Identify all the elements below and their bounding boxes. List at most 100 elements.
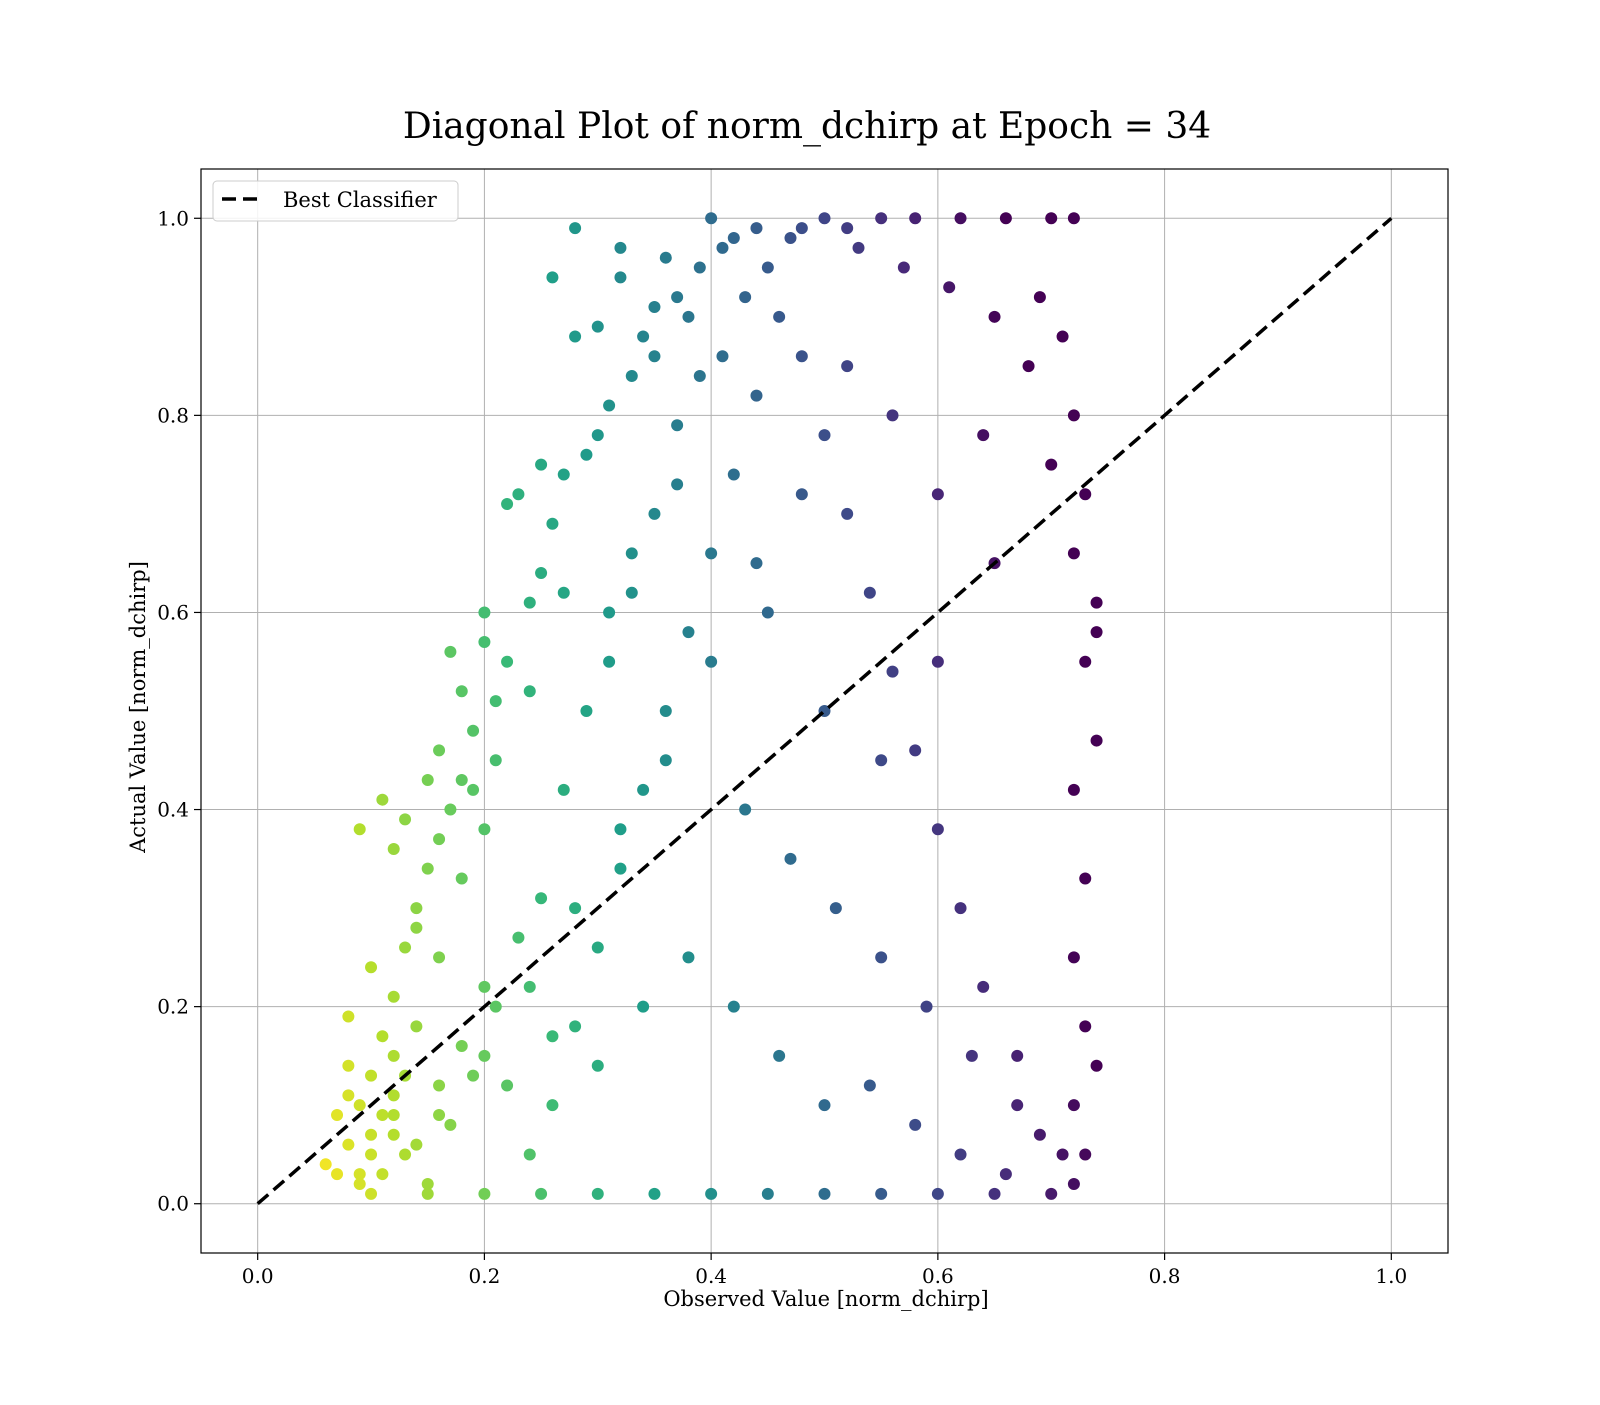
scatter-point [988,310,1001,323]
scatter-point [1067,1178,1080,1191]
scatter-point [342,1059,355,1072]
x-tick-label: 0.0 [242,1264,274,1288]
scatter-point [569,1020,582,1033]
scatter-point [421,773,434,786]
scatter-point [841,360,854,373]
scatter-point [671,291,684,304]
scatter-point [535,1187,548,1200]
scatter-point [591,1187,604,1200]
scatter-point [365,961,378,974]
y-tick-label: 0.4 [157,798,189,822]
scatter-point [614,823,627,836]
scatter-point [569,330,582,343]
plot-frame [200,168,1449,1254]
scatter-point [637,783,650,796]
scatter-point [387,1128,400,1141]
scatter-point [727,1000,740,1013]
scatter-point [580,705,593,717]
scatter-point [535,458,548,471]
scatter-point [727,231,740,244]
scatter-point [410,921,423,934]
scatter-point [977,980,990,993]
scatter-point [376,1168,389,1181]
scatter-point [648,1187,661,1200]
scatter-point [365,1069,378,1082]
scatter-point [705,655,718,668]
scatter-point [603,655,616,668]
scatter-point [1033,1128,1046,1141]
scatter-point [512,931,525,944]
scatter-point [353,1099,366,1112]
scatter-point [829,902,842,915]
scatter-point [625,547,638,560]
scatter-point [750,389,763,402]
scatter-point [478,636,491,649]
scatter-point [841,507,854,520]
scatter-point [1022,360,1035,373]
scatter-point [1056,330,1069,343]
scatter-point [1090,1059,1103,1072]
scatter-point [886,665,899,678]
legend: Best Classifier [212,180,459,222]
scatter-point [909,212,922,225]
scatter-point [739,291,752,304]
scatter-point [512,488,525,501]
scatter-point [909,1118,922,1131]
scatter-point [331,1168,344,1181]
scatter-point [387,990,400,1003]
scatter-point [365,1187,378,1200]
x-tick-label: 0.6 [922,1264,954,1288]
scatter-point [433,833,446,846]
scatter-point [478,1049,491,1062]
scatter-point [625,369,638,382]
scatter-point [875,1187,888,1200]
scatter-point [467,1069,480,1082]
scatter-point [693,369,706,382]
scatter-point [557,586,570,599]
scatter-point [523,980,536,993]
scatter-point [387,842,400,855]
scatter-point [376,1030,389,1043]
x-tick-label: 1.0 [1375,1264,1407,1288]
y-tick-label: 0.2 [157,995,189,1019]
scatter-point [1033,291,1046,304]
scatter-point [784,231,797,244]
scatter-point [1067,783,1080,796]
scatter-point [671,478,684,491]
scatter-point [489,754,502,767]
scatter-point [977,429,990,442]
scatter-point [1011,1099,1024,1112]
scatter-point [489,1000,502,1013]
scatter-point [478,823,491,836]
y-tick-label: 0.0 [157,1192,189,1216]
scatter-point [1067,547,1080,560]
scatter-point [444,1118,457,1131]
y-tick-label: 1.0 [157,206,189,230]
scatter-point [659,705,672,717]
scatter-point [999,1168,1012,1181]
scatter-point [818,212,831,225]
scatter-point [399,1148,412,1161]
scatter-point [965,1049,978,1062]
scatter-point [1090,626,1103,639]
scatter-point [455,773,468,786]
scatter-point [399,813,412,826]
scatter-point [603,606,616,619]
scatter-point [682,626,695,639]
scatter-point [455,685,468,698]
scatter-point [444,645,457,658]
scatter-point [988,1187,1001,1200]
scatter-point [671,419,684,432]
scatter-point [705,1187,718,1200]
scatter-point [365,1148,378,1161]
scatter-point [569,902,582,915]
scatter-point [761,1187,774,1200]
scatter-point [954,1148,967,1161]
scatter-point [546,1030,559,1043]
scatter-point [353,1168,366,1181]
scatter-point [637,1000,650,1013]
scatter-point [455,1040,468,1053]
scatter-point [342,1010,355,1023]
scatter-point [716,241,729,254]
